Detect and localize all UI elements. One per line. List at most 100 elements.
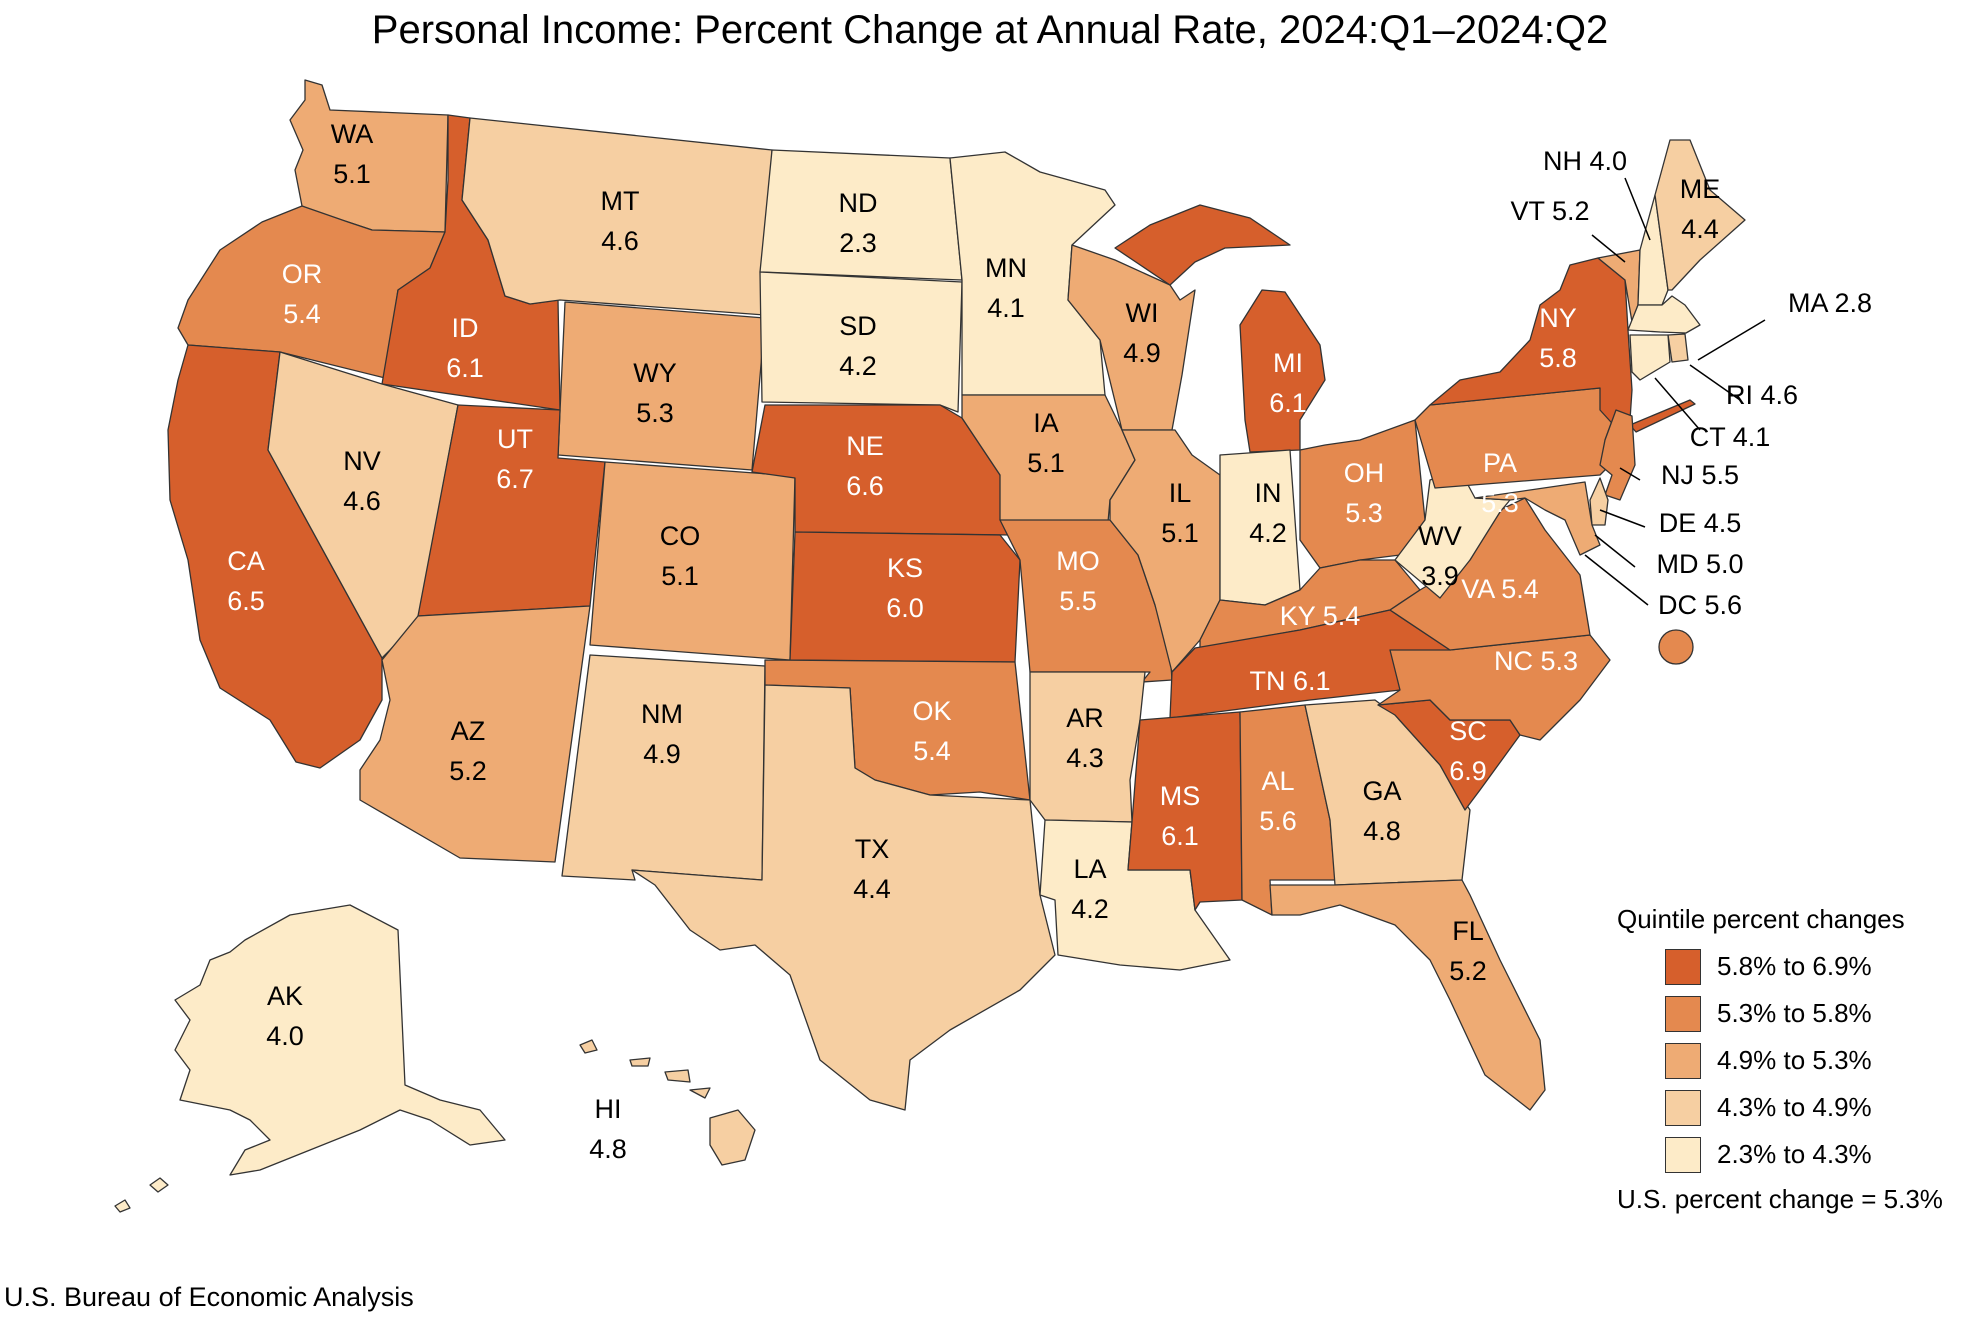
state-KS <box>789 531 1021 663</box>
label-DC: DC 5.6 <box>1658 590 1742 620</box>
label-MN-value: 4.1 <box>987 293 1025 323</box>
state-OR <box>177 205 446 379</box>
label-KY: KY 5.4 <box>1280 601 1361 631</box>
label-MO-abbr: MO <box>1056 546 1100 576</box>
label-UT-value: 6.7 <box>496 464 534 494</box>
label-VA: VA 5.4 <box>1461 574 1539 604</box>
state-HI-4 <box>689 1087 711 1099</box>
label-CT: CT 4.1 <box>1690 422 1771 452</box>
label-VT: VT 5.2 <box>1510 196 1589 226</box>
label-MT-abbr: MT <box>601 186 640 216</box>
label-WA-value: 5.1 <box>333 159 371 189</box>
label-IA-abbr: IA <box>1033 408 1059 438</box>
state-TX <box>631 684 1056 1111</box>
state-MD <box>1474 481 1601 556</box>
label-LA-value: 4.2 <box>1071 894 1109 924</box>
state-FL <box>1269 879 1546 1111</box>
legend-swatch <box>1665 1089 1701 1126</box>
legend-item: 5.3% to 5.8% <box>1665 990 1977 1037</box>
label-IN-value: 4.2 <box>1249 518 1287 548</box>
label-ND-abbr: ND <box>839 188 878 218</box>
label-IL-value: 5.1 <box>1161 518 1199 548</box>
label-FL-value: 5.2 <box>1449 956 1487 986</box>
legend-label: 5.3% to 5.8% <box>1717 998 1872 1028</box>
label-NM-value: 4.9 <box>643 739 681 769</box>
legend-swatch <box>1665 1042 1701 1079</box>
label-OK-abbr: OK <box>912 696 951 726</box>
label-PA-value: 5.3 <box>1481 488 1519 518</box>
label-WI-abbr: WI <box>1126 298 1159 328</box>
label-NY-value: 5.8 <box>1539 343 1577 373</box>
state-AZ <box>359 605 591 863</box>
label-TX-value: 4.4 <box>853 874 891 904</box>
legend-item: 4.9% to 5.3% <box>1665 1037 1977 1084</box>
label-ME-abbr: ME <box>1680 174 1721 204</box>
label-GA-value: 4.8 <box>1363 816 1401 846</box>
legend: Quintile percent changes 5.8% to 6.9% 5.3… <box>1617 904 1977 1215</box>
us-percent-change-note: U.S. percent change = 5.3% <box>1617 1184 1943 1214</box>
label-UT-abbr: UT <box>497 424 533 454</box>
label-AZ-abbr: AZ <box>451 716 486 746</box>
legend-label: 4.3% to 4.9% <box>1717 1092 1872 1122</box>
label-MD: MD 5.0 <box>1656 549 1743 579</box>
legend-item: 4.3% to 4.9% <box>1665 1084 1977 1131</box>
label-MN-abbr: MN <box>985 253 1027 283</box>
state-NJ <box>1599 409 1636 501</box>
label-OH-value: 5.3 <box>1345 498 1383 528</box>
label-SD-abbr: SD <box>839 311 877 341</box>
label-WV-abbr: WV <box>1418 521 1462 551</box>
label-SC-value: 6.9 <box>1449 756 1487 786</box>
state-MT <box>461 117 773 316</box>
label-NH: NH 4.0 <box>1543 146 1627 176</box>
legend-swatch <box>1665 1136 1701 1173</box>
source-credit: U.S. Bureau of Economic Analysis <box>4 1282 414 1312</box>
label-AK-abbr: AK <box>267 981 303 1011</box>
label-MS-abbr: MS <box>1160 781 1201 811</box>
label-AK-value: 4.0 <box>266 1021 304 1051</box>
label-NJ: NJ 5.5 <box>1661 460 1739 490</box>
state-HI-5 <box>709 1109 756 1166</box>
label-KS-value: 6.0 <box>886 593 924 623</box>
label-CA-value: 6.5 <box>227 586 265 616</box>
label-CA-abbr: CA <box>227 546 265 576</box>
state-AK <box>174 904 506 1176</box>
state-SD <box>759 271 963 413</box>
label-IA-value: 5.1 <box>1027 448 1065 478</box>
legend-swatch <box>1665 948 1701 985</box>
state-RI <box>1667 333 1689 363</box>
label-NE-value: 6.6 <box>846 471 884 501</box>
label-HI-value: 4.8 <box>589 1134 627 1164</box>
legend-label: 2.3% to 4.3% <box>1717 1139 1872 1169</box>
state-MI <box>1239 289 1326 453</box>
state-MA <box>1627 295 1701 334</box>
state-AR <box>1029 671 1146 823</box>
label-ID-abbr: ID <box>452 313 479 343</box>
state-MI-UP <box>1114 204 1291 286</box>
state-CT <box>1629 334 1671 381</box>
state-NH <box>1637 194 1669 306</box>
state-IA <box>961 394 1136 523</box>
state-WA <box>289 79 449 233</box>
label-TN: TN 6.1 <box>1249 666 1330 696</box>
label-OR-abbr: OR <box>282 259 323 289</box>
state-ME <box>1654 139 1746 291</box>
label-MO-value: 5.5 <box>1059 586 1097 616</box>
label-FL-abbr: FL <box>1452 916 1484 946</box>
label-ID-value: 6.1 <box>446 353 484 383</box>
label-AL-value: 5.6 <box>1259 806 1297 836</box>
label-WV-value: 3.9 <box>1421 561 1459 591</box>
label-PA-abbr: PA <box>1483 448 1517 478</box>
label-GA-abbr: GA <box>1362 776 1401 806</box>
label-CO-value: 5.1 <box>661 561 699 591</box>
state-NY-LI <box>1629 399 1696 433</box>
label-MI-abbr: MI <box>1273 348 1303 378</box>
state-HI-1 <box>579 1039 598 1054</box>
state-DE <box>1589 477 1609 526</box>
label-RI: RI 4.6 <box>1726 380 1798 410</box>
legend-swatch <box>1665 995 1701 1032</box>
label-TX-abbr: TX <box>855 834 890 864</box>
label-NV-value: 4.6 <box>343 486 381 516</box>
label-NC: NC 5.3 <box>1494 646 1578 676</box>
label-NE-abbr: NE <box>846 431 884 461</box>
label-MS-value: 6.1 <box>1161 821 1199 851</box>
